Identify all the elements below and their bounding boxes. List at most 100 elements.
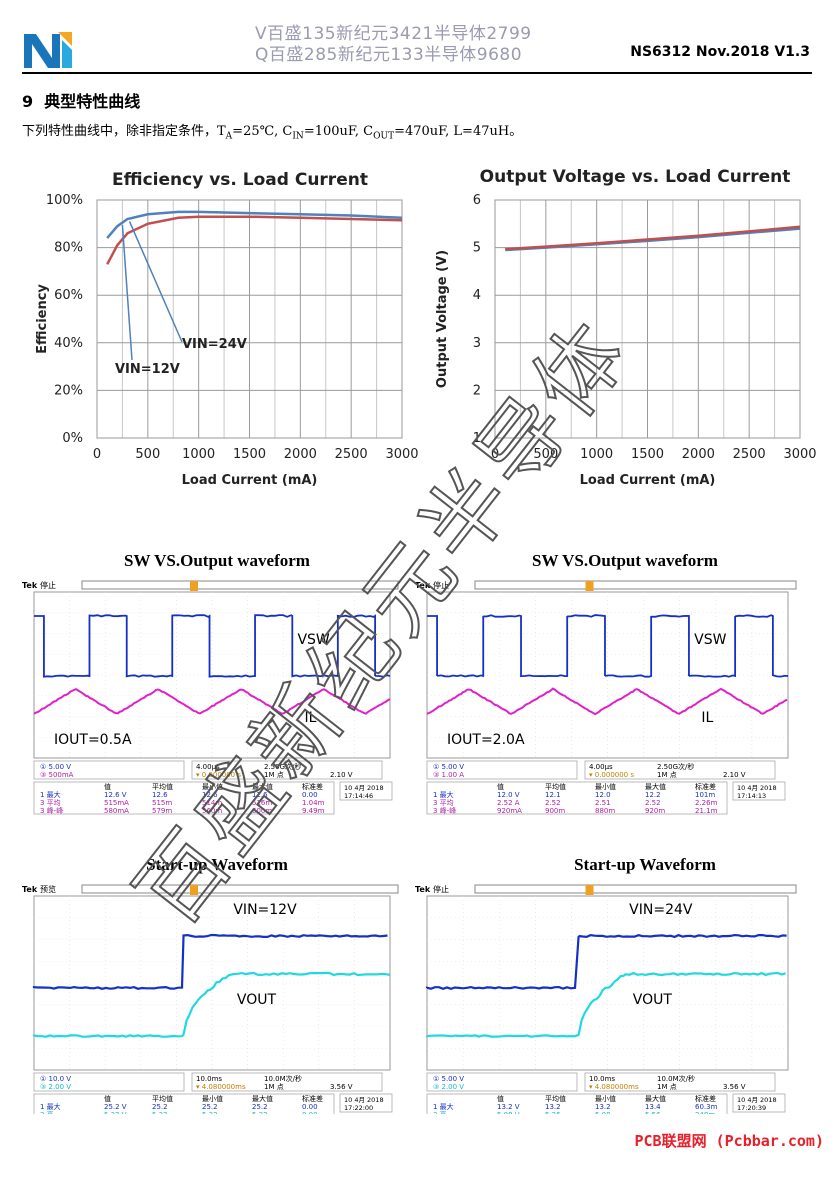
measurement-name: 1 最大 (40, 1102, 61, 1111)
ch3-scale: ③ 2.00 V (433, 1083, 464, 1091)
measurement-table (427, 782, 727, 814)
measurement-header: 值 (497, 1094, 504, 1103)
measurement-value: 12.6 V (104, 791, 127, 799)
x-tick-label: 500 (533, 447, 558, 462)
measurement-value: 2.52 (545, 799, 561, 807)
x-axis-label: Load Current (mA) (580, 473, 716, 488)
y-tick-label: 4 (473, 288, 481, 303)
scope-state: 预览 (40, 884, 56, 894)
measurement-name: 2 高 (40, 1110, 54, 1114)
y-tick-label: 100% (46, 193, 83, 208)
record-bar (82, 581, 398, 589)
measurement-header: 平均值 (152, 782, 173, 791)
trigger-position: ▾ 0.000000 s (589, 771, 634, 779)
measurement-value: 21.1m (695, 807, 718, 815)
trigger-level: 2.10 V (330, 771, 353, 779)
y-tick-label: 0% (62, 431, 83, 446)
trace-label-vout: VOUT (237, 992, 277, 1008)
x-tick-label: 1000 (182, 447, 215, 462)
x-tick-label: 0 (93, 447, 101, 462)
x-tick-label: 1000 (580, 447, 613, 462)
trigger-marker (190, 885, 198, 895)
trace-label-il: IL (701, 710, 713, 726)
measurement-value: 13.2 (545, 1103, 561, 1111)
record-length: 1M 点 (657, 1083, 677, 1091)
measurement-header: 最大值 (645, 782, 666, 791)
trigger-level: 3.56 V (723, 1083, 746, 1091)
measurement-value: 101m (695, 791, 715, 799)
trace-label-vsw: VSW (297, 632, 329, 648)
x-tick-label: 2000 (284, 447, 317, 462)
trace-label-vout: VOUT (633, 992, 673, 1008)
trace-label-vsw: VSW (694, 632, 726, 648)
trigger-level: 2.10 V (723, 771, 746, 779)
x-tick-label: 3000 (783, 447, 816, 462)
measurement-value: 5.32 V (104, 1111, 127, 1114)
capture-time: 17:14:46 (344, 792, 373, 800)
record-bar (475, 581, 796, 589)
measurement-header: 平均值 (152, 1094, 173, 1103)
x-axis-label: Load Current (mA) (182, 473, 318, 488)
capture-time: 17:22:00 (344, 1104, 373, 1112)
sample-rate: 2.50G次/秒 (264, 762, 301, 771)
measurement-value: 515m (152, 799, 172, 807)
timebase: 10.0ms (589, 1075, 615, 1083)
timebase: 10.0ms (196, 1075, 222, 1083)
trace-label-iout: IOUT=2.0A (447, 732, 525, 748)
measurement-header: 标准差 (302, 1094, 323, 1103)
measurement-header: 最小值 (595, 782, 616, 791)
measurement-value: 515mA (104, 799, 129, 807)
measurement-value: 5.56 (645, 1111, 661, 1114)
trace-label-vin: VIN=12V (233, 902, 297, 918)
timebase: 4.00μs (196, 763, 220, 771)
y-tick-label: 20% (54, 383, 83, 398)
measurement-name: 2 高 (433, 1110, 447, 1114)
scope-startup-12v: Tek 预览VIN=12VVOUT① 10.0 V③ 2.00 V10.0ms 10… (22, 882, 402, 1114)
scope-brand: Tek (22, 885, 38, 894)
measurement-value: 9.49m (302, 807, 325, 815)
measurement-value: 25.2 V (104, 1103, 127, 1111)
measurement-name: 1 最大 (433, 1102, 454, 1111)
section-title: 9 典型特性曲线 (22, 88, 140, 112)
measurement-header: 值 (104, 782, 111, 791)
measurement-value: 12.2 (645, 791, 661, 799)
capture-date: 10 4月 2018 (344, 784, 384, 792)
x-tick-label: 3000 (385, 447, 418, 462)
measurement-header: 最小值 (202, 1094, 223, 1103)
measurement-header: 标准差 (695, 782, 716, 791)
measurement-value: 25.2 (152, 1103, 168, 1111)
measurement-header: 标准差 (695, 1094, 716, 1103)
measurement-value: 579m (152, 807, 172, 815)
startup-left-title: Start-up Waveform (22, 855, 412, 875)
measurement-value: 516m (252, 799, 272, 807)
header-watermark-text: V百盛135新纪元3421半导体2799 Q百盛285新纪元133半导体9680 (255, 24, 595, 66)
measurement-value: 514m (202, 799, 222, 807)
ch1-scale: ① 10.0 V (40, 1075, 71, 1083)
measurement-value: 13.2 V (497, 1103, 520, 1111)
document-id: NS6312 Nov.2018 V1.3 (630, 44, 810, 60)
y-tick-label: 5 (473, 241, 481, 256)
y-axis-label: Efficiency (35, 284, 50, 354)
y-tick-label: 40% (54, 336, 83, 351)
measurement-value: 880m (595, 807, 615, 815)
measurement-header: 平均值 (545, 782, 566, 791)
scope-brand: Tek (22, 581, 38, 590)
x-tick-label: 2500 (335, 447, 368, 462)
x-tick-label: 1500 (233, 447, 266, 462)
measurement-value: 0.00 (302, 1111, 318, 1114)
company-logo (22, 28, 74, 70)
measurement-header: 平均值 (545, 1094, 566, 1103)
measurement-name: 1 最大 (433, 790, 454, 799)
ch3-scale: ③ 1.00 A (433, 771, 464, 779)
measurement-value: 13.2 (595, 1103, 611, 1111)
measurement-value: 1.04m (302, 799, 325, 807)
efficiency-chart: 0 500 1000 1500 2000 2500 30000%20%40%60%80%10… (22, 190, 422, 510)
series-label-vin24: VIN=24V (182, 337, 247, 352)
scope-sw-0p5a: Tek 停止VSWILIOUT=0.5A① 5.00 V③ 500mA4.00μs… (22, 578, 402, 818)
record-bar (82, 885, 398, 893)
capture-date: 10 4月 2018 (737, 784, 777, 792)
measurement-value: 12.6 (252, 791, 268, 799)
footer-brand: PCB联盟网 (Pcbbar.com) (635, 1130, 825, 1151)
measurement-name: 1 最大 (40, 790, 61, 799)
y-tick-label: 80% (54, 241, 83, 256)
